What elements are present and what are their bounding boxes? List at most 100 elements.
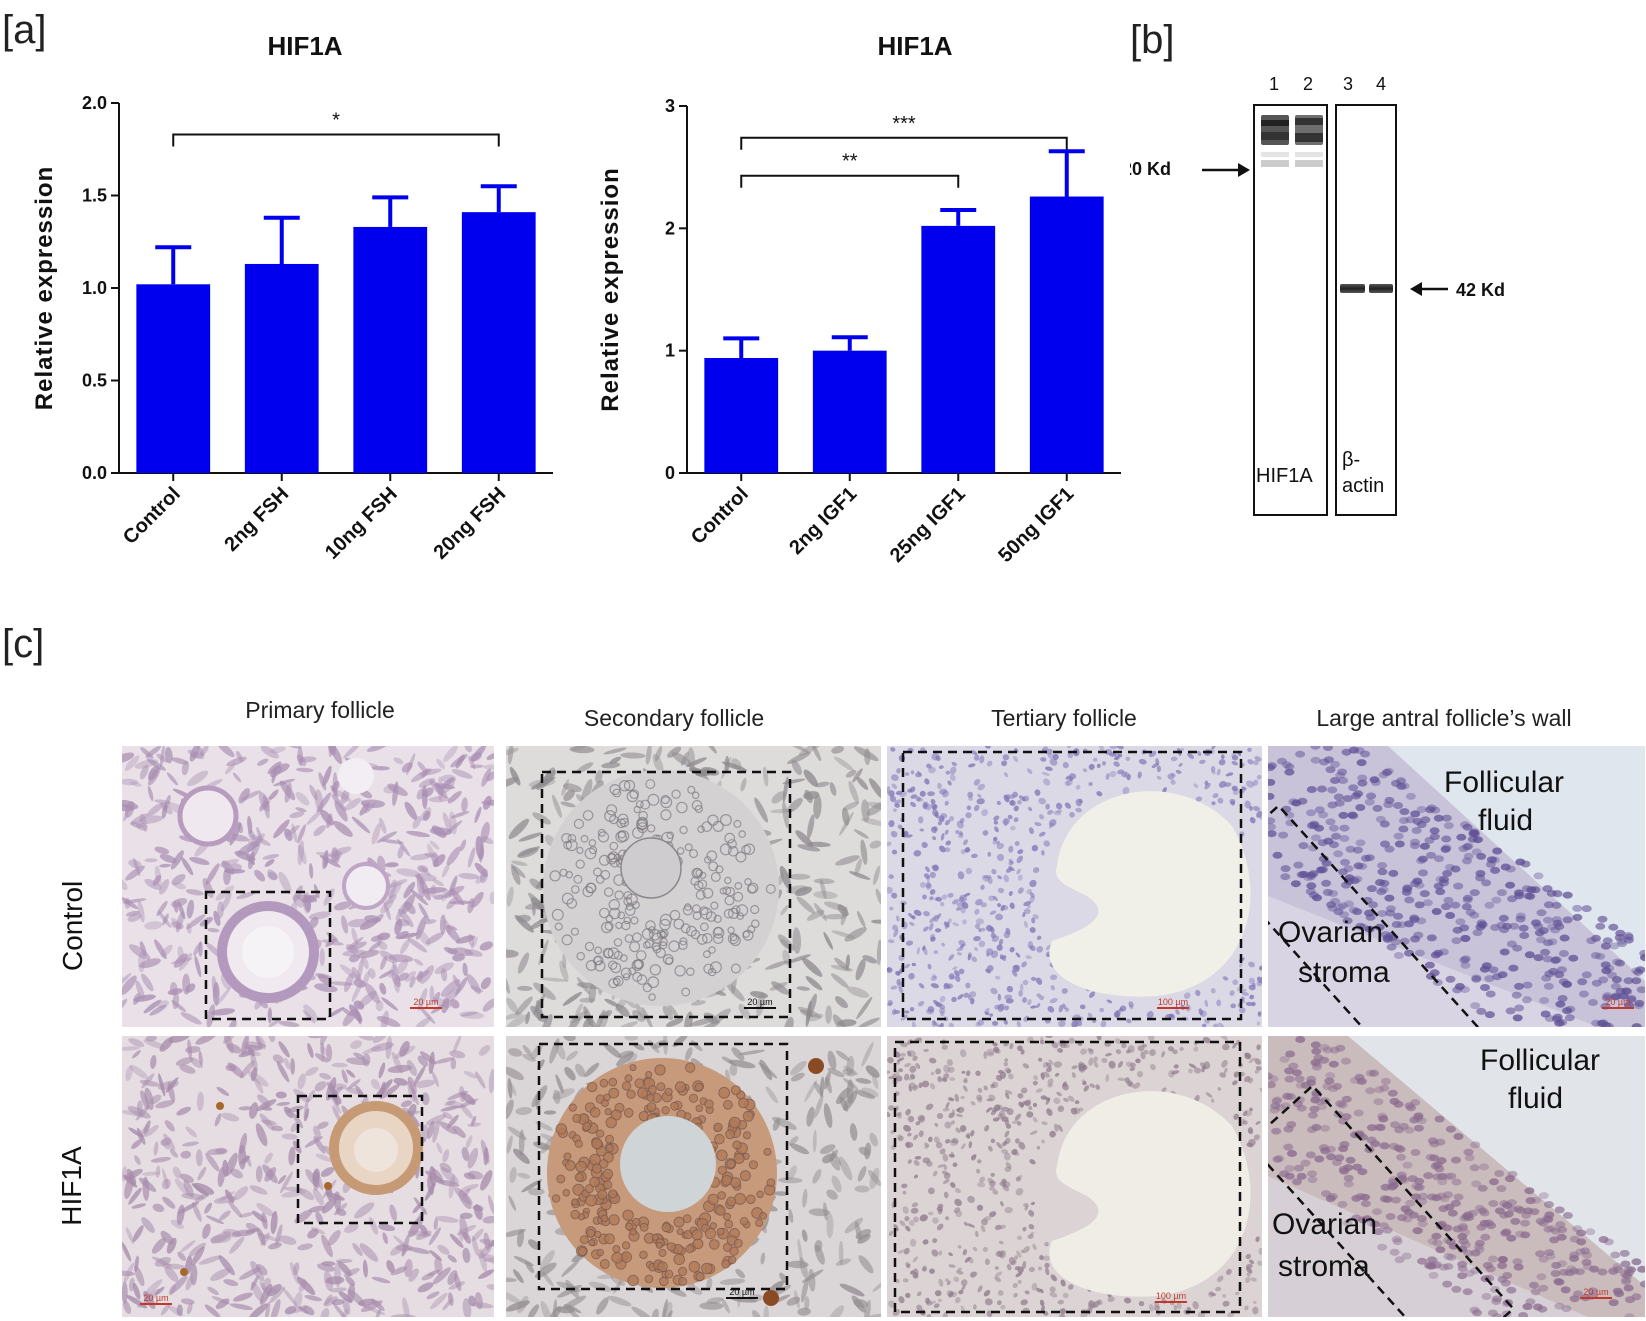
category-label: 50ng IGF1	[994, 483, 1078, 567]
category-label: 2ng IGF1	[785, 483, 861, 559]
significance-bracket	[740, 174, 960, 188]
y-tick-label: 1.0	[82, 278, 107, 298]
lane-number-2: 2	[1303, 74, 1313, 94]
category-label: 25ng IGF1	[886, 483, 970, 567]
micrograph-hif1a-primary: 20 µm	[122, 1036, 494, 1317]
oocyte	[620, 1116, 716, 1212]
y-axis-label: Relative expression	[597, 167, 624, 411]
panel-letter-c: [c]	[2, 622, 45, 666]
stain-spot	[324, 1182, 332, 1190]
category-label: Control	[687, 483, 753, 549]
panel-letter-a: [a]	[2, 8, 47, 52]
hif1a-bands	[1261, 115, 1323, 167]
significance-bracket	[172, 133, 500, 147]
bar	[244, 263, 319, 473]
antrum	[1049, 1091, 1251, 1297]
micrograph-control-antral: Follicular fluid Ovarian stroma 20 µm	[1268, 746, 1645, 1027]
panel-letter-b: [b]	[1130, 18, 1175, 62]
dashed-region-box	[296, 1094, 424, 1225]
y-tick-label: 1.5	[82, 186, 107, 206]
column-title-secondary: Secondary follicle	[583, 705, 765, 731]
scale-bar-label: 20 µm	[729, 1287, 754, 1297]
annotation-fluid: fluid	[1508, 1082, 1563, 1115]
igf1-bar-chart: HIF1A Relative expression 0 1 2 3 Control 2ng I…	[597, 31, 1121, 567]
y-axis-label: Relative expression	[31, 166, 58, 410]
micrograph-hif1a-antral: Follicular fluid Ovarian stroma 20 µm	[1268, 1036, 1645, 1317]
annotation-follicular: Follicular	[1444, 766, 1564, 799]
scale-bar-label: 20 µm	[747, 997, 772, 1007]
blot-frame-hif1a	[1253, 104, 1328, 516]
row-label-hif1a: HIF1A	[56, 1146, 87, 1226]
micrograph-control-primary: 20 µm	[122, 746, 494, 1027]
category-label: Control	[119, 483, 185, 549]
significance-bracket	[740, 136, 1068, 150]
follicle	[342, 862, 390, 910]
scale-bar-label: 20 µm	[143, 1293, 168, 1303]
category-label: 10ng FSH	[321, 483, 402, 564]
tissue-cells	[887, 746, 1262, 1027]
y-tick-label: 2.0	[82, 93, 107, 113]
follicle	[338, 758, 374, 794]
blot-label-hif1a: HIF1A	[1256, 465, 1313, 487]
arrow-left-icon	[1410, 282, 1448, 296]
marker-120kd: 120 Kd	[1130, 159, 1171, 179]
annotation-fluid: fluid	[1478, 804, 1533, 837]
western-blot: 1 2 3 4 120 Kd 42 Kd HIF1A β- actin	[1130, 74, 1505, 516]
arrow-right-icon	[1202, 163, 1250, 177]
oocyte	[242, 926, 294, 978]
y-tick-label: 2	[665, 218, 675, 238]
stain-spot	[180, 1268, 188, 1276]
tissue-cells	[122, 1036, 494, 1317]
y-tick-label: 3	[665, 96, 675, 116]
actin-bands	[1340, 284, 1393, 293]
dashed-region-box	[540, 770, 792, 1019]
chart-title: HIF1A	[267, 31, 342, 61]
stain-spot	[808, 1058, 824, 1074]
dashed-region-box	[893, 1040, 1242, 1314]
antrum	[1049, 791, 1251, 997]
annotation-follicular: Follicular	[1480, 1044, 1600, 1077]
scale-bar-label: 100 µm	[1158, 997, 1188, 1007]
dashed-region-box	[1268, 803, 1482, 1027]
column-title-tertiary: Tertiary follicle	[991, 705, 1137, 731]
blot-label-beta: β-	[1342, 449, 1360, 471]
scale-bar-label: 20 µm	[413, 997, 438, 1007]
y-tick-label: 0.5	[82, 371, 107, 391]
bar	[1029, 196, 1104, 473]
significance-label: *	[332, 109, 340, 131]
y-tick-label: 0.0	[82, 463, 107, 483]
bar	[353, 226, 428, 473]
annotation-stroma: stroma	[1298, 956, 1390, 989]
stain-spot	[763, 1290, 779, 1306]
y-tick-label: 1	[665, 341, 675, 361]
lane-number-1: 1	[1269, 74, 1279, 94]
tissue-cells	[1268, 746, 1645, 1027]
significance-label: ***	[892, 113, 916, 135]
dashed-region-box	[537, 1042, 789, 1291]
annotation-ovarian: Ovarian	[1278, 916, 1383, 949]
micrograph-hif1a-tertiary: 100 µm	[887, 1036, 1262, 1317]
lane-number-3: 3	[1343, 74, 1353, 94]
scale-bar-label: 20 µm	[1605, 997, 1630, 1007]
category-label: 20ng FSH	[429, 483, 510, 564]
oocyte	[354, 1128, 398, 1172]
column-title-primary: Primary follicle	[245, 697, 395, 723]
dashed-region-box	[901, 750, 1243, 1021]
bar	[136, 284, 211, 473]
significance-label: **	[842, 151, 858, 173]
scale-bar-label: 20 µm	[1583, 1287, 1608, 1297]
stain-spot	[216, 1102, 224, 1110]
category-label: 2ng FSH	[220, 483, 293, 556]
scale-bar-label: 100 µm	[1156, 1291, 1186, 1301]
micrograph-hif1a-secondary: 20 µm	[506, 1036, 881, 1317]
column-title-antral: Large antral follicle’s wall	[1316, 705, 1572, 731]
bar	[461, 212, 536, 473]
blot-frame-actin	[1335, 104, 1397, 516]
chart-title: HIF1A	[877, 31, 952, 61]
bar	[921, 225, 996, 473]
dashed-region-box	[1268, 1083, 1516, 1317]
lane-number-4: 4	[1376, 74, 1386, 94]
y-tick-label: 0	[665, 463, 675, 483]
row-label-control: Control	[57, 880, 88, 971]
bar	[812, 350, 887, 473]
